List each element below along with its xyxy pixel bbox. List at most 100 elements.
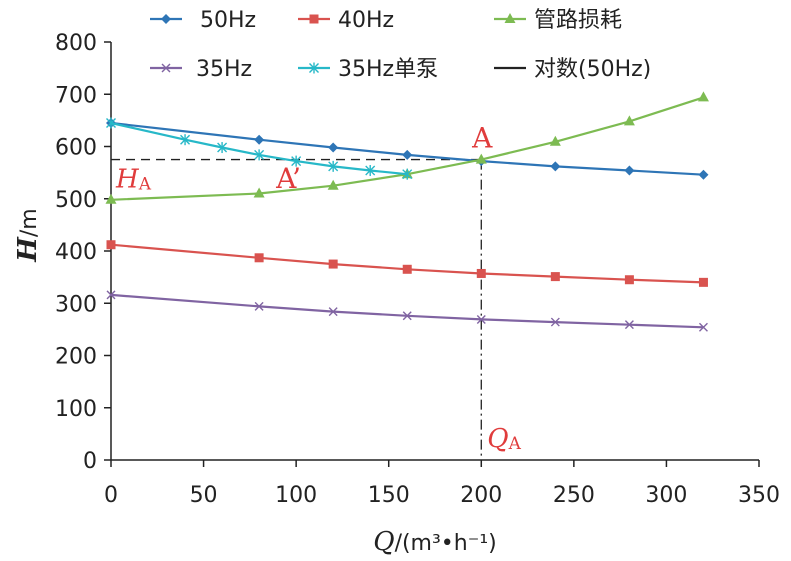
y-tick-label: 0 bbox=[83, 449, 97, 474]
marker-stroke bbox=[328, 307, 338, 317]
data-point bbox=[475, 153, 487, 164]
point-a-label: A bbox=[471, 122, 493, 155]
h-a-label: HA bbox=[115, 165, 152, 195]
y-axis-variable: H bbox=[13, 236, 43, 263]
x-tick-label: 200 bbox=[460, 483, 502, 508]
series-layer bbox=[105, 91, 709, 332]
y-axis-unit: /m bbox=[17, 208, 42, 237]
data-point bbox=[402, 168, 413, 180]
point-a-prime-label: A’ bbox=[275, 162, 301, 195]
legend-marker bbox=[504, 13, 516, 23]
x-tick-label: 0 bbox=[104, 483, 118, 508]
data-point bbox=[180, 134, 191, 146]
x-tick-label: 250 bbox=[553, 483, 595, 508]
legend-marker bbox=[161, 14, 171, 24]
x-axis-unit: /(m³•h⁻¹) bbox=[395, 531, 497, 556]
x-tick-label: 50 bbox=[190, 483, 218, 508]
legend-label: 对数(50Hz) bbox=[534, 57, 651, 82]
data-point bbox=[254, 149, 265, 161]
q-a-main: Q bbox=[487, 424, 508, 454]
series-line bbox=[110, 121, 704, 176]
series-4 bbox=[106, 117, 413, 180]
data-point bbox=[253, 187, 265, 198]
data-point bbox=[328, 259, 338, 269]
data-point bbox=[365, 165, 376, 177]
data-point bbox=[549, 135, 561, 146]
series-line bbox=[110, 121, 408, 176]
legend-label: 管路损耗 bbox=[534, 8, 622, 33]
x-axis-title: Q/(m³•h⁻¹) bbox=[373, 527, 497, 557]
q-a-label: QA bbox=[487, 424, 521, 454]
data-point bbox=[327, 179, 339, 190]
h-a-sub: A bbox=[138, 175, 152, 195]
data-point bbox=[217, 142, 228, 154]
x-axis-variable: Q bbox=[373, 527, 394, 557]
legend-item: 35Hz bbox=[150, 57, 252, 82]
y-tick-label: 600 bbox=[55, 136, 97, 161]
axes: 0 100 200 300 400 500 600 700 800 0 50 100 150 200 250… bbox=[13, 31, 780, 557]
legend-item: 40Hz bbox=[298, 8, 394, 33]
legend-item: 对数(50Hz) bbox=[494, 57, 651, 82]
data-point bbox=[105, 193, 117, 204]
marker-stroke bbox=[254, 301, 264, 311]
data-point bbox=[476, 314, 486, 324]
series-line bbox=[110, 96, 704, 201]
legend-label: 35Hz bbox=[196, 57, 252, 82]
series-line bbox=[110, 243, 704, 284]
legend-label: 40Hz bbox=[338, 8, 394, 33]
series-3 bbox=[106, 290, 708, 332]
data-point bbox=[624, 165, 635, 176]
data-point bbox=[106, 240, 116, 250]
legend-item: 管路损耗 bbox=[494, 8, 622, 33]
h-a-main: H bbox=[115, 165, 140, 195]
data-point bbox=[624, 320, 634, 330]
data-point bbox=[106, 117, 116, 129]
marker-stroke bbox=[402, 311, 412, 321]
x-tick-label: 300 bbox=[645, 483, 687, 508]
marker-stroke bbox=[550, 317, 560, 327]
y-tick-label: 300 bbox=[55, 292, 97, 317]
legend-label: 50Hz bbox=[200, 8, 256, 33]
legend-label: 35Hz单泵 bbox=[338, 57, 438, 82]
series-2 bbox=[105, 91, 709, 204]
legend-marker bbox=[309, 14, 319, 24]
data-point bbox=[550, 272, 560, 282]
y-tick-label: 800 bbox=[55, 31, 97, 56]
legend-marker bbox=[161, 63, 171, 73]
data-point bbox=[328, 142, 339, 153]
y-tick-label: 700 bbox=[55, 83, 97, 108]
data-point bbox=[254, 253, 264, 263]
legend-item: 50Hz bbox=[150, 8, 256, 33]
data-point bbox=[254, 301, 264, 311]
data-point bbox=[291, 155, 302, 167]
data-point bbox=[698, 277, 708, 287]
y-tick-label: 500 bbox=[55, 188, 97, 213]
data-point bbox=[328, 160, 339, 172]
marker-stroke bbox=[698, 322, 708, 332]
data-point bbox=[623, 115, 635, 126]
y-axis-title: H/m bbox=[13, 208, 43, 262]
data-point bbox=[402, 311, 412, 321]
x-tick-label: 100 bbox=[275, 483, 317, 508]
marker-stroke bbox=[106, 290, 116, 300]
x-tick-label: 350 bbox=[738, 483, 780, 508]
data-point bbox=[106, 290, 116, 300]
data-point bbox=[328, 307, 338, 317]
data-point bbox=[550, 317, 560, 327]
data-point bbox=[476, 268, 486, 278]
data-point bbox=[254, 134, 265, 145]
data-point bbox=[697, 91, 709, 102]
marker-stroke bbox=[624, 320, 634, 330]
data-point bbox=[624, 275, 634, 285]
series-line bbox=[110, 293, 704, 329]
legend: 50Hz 40Hz 管路损耗 35Hz 35Hz单泵 对数(50Hz) bbox=[150, 8, 651, 82]
y-tick-label: 100 bbox=[55, 397, 97, 422]
legend-item: 35Hz单泵 bbox=[298, 57, 438, 82]
data-point bbox=[698, 169, 709, 180]
data-point bbox=[402, 149, 413, 160]
x-tick-label: 150 bbox=[368, 483, 410, 508]
q-a-sub: A bbox=[508, 434, 522, 454]
y-tick-label: 200 bbox=[55, 345, 97, 370]
